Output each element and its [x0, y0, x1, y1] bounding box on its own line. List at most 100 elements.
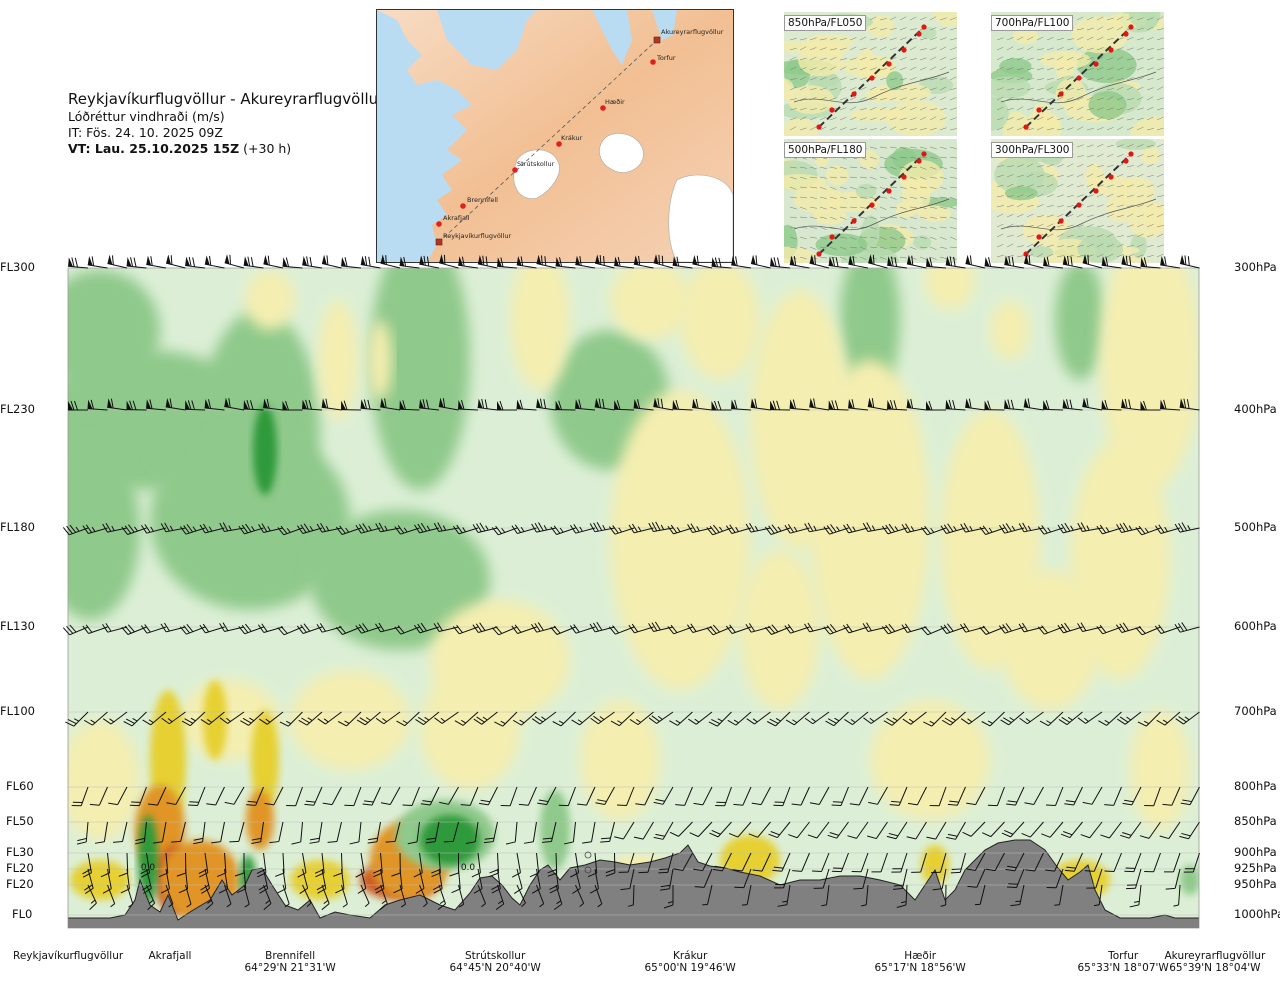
wind-barb: [399, 884, 406, 908]
wind-barb: [1183, 852, 1200, 873]
wind-barb: [1179, 254, 1200, 269]
wind-barb: [633, 255, 654, 269]
wind-barb: [965, 254, 986, 269]
wind-barb: [439, 254, 459, 269]
wind-barb: [536, 398, 557, 411]
wind-barb: [979, 525, 1005, 535]
wind-barb: [702, 884, 713, 906]
wind-barb: [161, 711, 186, 725]
waypoint-coordinates: 64°29'N 21°31'W: [244, 962, 336, 974]
wind-barb: [531, 622, 557, 633]
wind-barb: [590, 711, 615, 725]
wind-barb: [264, 786, 284, 806]
wind-barb: [375, 622, 401, 633]
wind-barb: [419, 255, 440, 269]
wind-barb: [731, 399, 752, 411]
wind-barb: [84, 868, 94, 894]
wind-barb: [1064, 852, 1083, 872]
wind-barb: [962, 821, 986, 837]
flight-level-label: FL130: [0, 619, 35, 633]
wind-barb: [199, 523, 225, 534]
flight-level-label: FL20: [6, 877, 34, 891]
wind-barb: [494, 711, 518, 727]
wind-barb: [1057, 622, 1083, 634]
wind-barb: [146, 399, 167, 411]
wind-barb: [901, 523, 927, 533]
wind-barb: [458, 884, 465, 908]
wind-barb: [327, 821, 342, 843]
wind-barb: [185, 884, 192, 908]
wind-barb: [193, 821, 206, 845]
wind-barb: [947, 786, 966, 806]
wind-barb: [243, 884, 250, 908]
wind-barb: [83, 711, 108, 726]
wind-barb: [302, 255, 323, 269]
wind-barb: [940, 884, 947, 907]
wind-barb: [531, 868, 541, 894]
wind-barb: [258, 868, 269, 894]
vertical-velocity-cell: [1180, 865, 1199, 895]
wind-barb: [847, 821, 869, 839]
wind-barb: [472, 522, 498, 533]
valid-offset: (+30 h): [243, 141, 292, 156]
wind-barb: [960, 711, 986, 725]
wind-barb: [1023, 254, 1044, 269]
wind-barb: [1120, 821, 1142, 839]
wind-barb: [1054, 884, 1064, 906]
wind-barb: [1104, 786, 1122, 806]
wind-barb: [628, 623, 654, 634]
wind-barb: [495, 884, 505, 911]
wind-barb: [299, 868, 309, 894]
map-waypoint-marker: [650, 59, 656, 65]
wind-barb: [82, 524, 108, 534]
wind-barb: [279, 711, 303, 727]
wind-barb: [224, 884, 232, 908]
wind-barb: [477, 884, 486, 908]
wind-barb: [1086, 868, 1103, 889]
wind-barb: [886, 821, 908, 840]
wind-barb: [633, 821, 654, 840]
map-waypoint-marker: [600, 105, 606, 111]
wind-barb: [238, 523, 264, 535]
wind-barb: [821, 884, 830, 907]
wind-barb: [555, 256, 576, 269]
wind-barb: [617, 786, 635, 807]
map-airport-marker: [435, 238, 443, 246]
wind-barb: [745, 623, 771, 633]
wind-barb: [1082, 397, 1103, 411]
vertical-velocity-cell: [610, 268, 690, 340]
wind-barb: [1084, 852, 1103, 872]
wind-barb: [694, 868, 713, 888]
thumbnail-label: 850hPa/FL050: [784, 15, 867, 31]
vertical-velocity-cell: [245, 270, 295, 330]
wind-barb: [594, 884, 603, 908]
wind-barb: [552, 711, 576, 727]
map-waypoint-marker: [512, 167, 518, 173]
map-waypoint-marker: [556, 141, 562, 147]
wind-barb: [1104, 852, 1122, 873]
wind-barb: [883, 711, 908, 726]
wind-barb: [113, 821, 128, 843]
wind-barb: [108, 786, 128, 806]
wind-barb: [669, 821, 693, 837]
wind-barb: [413, 622, 440, 634]
pressure-label: 950hPa: [1234, 877, 1277, 891]
wind-barb: [415, 868, 425, 894]
wind-barb: [206, 786, 225, 806]
wind-barb: [575, 399, 596, 411]
wind-barb: [843, 523, 869, 534]
wind-barb: [1001, 821, 1025, 838]
wind-barb: [1037, 525, 1064, 535]
wind-barb: [1174, 522, 1200, 533]
wind-barb: [867, 397, 888, 411]
thumbnail-300: 300hPa/FL300: [991, 139, 1164, 263]
waypoint-label: Brennifell 64°29'N 21°31'W: [245, 950, 336, 974]
wind-barb: [594, 254, 615, 269]
waypoint-label: Strútskollur 64°45'N 20°40'W: [450, 950, 541, 974]
waypoint-name: Hæðir: [904, 950, 937, 962]
wind-barb: [129, 786, 147, 807]
wind-barb: [439, 786, 459, 805]
wind-barb: [828, 400, 849, 411]
wind-barb: [572, 868, 581, 894]
wind-barb: [259, 711, 284, 725]
